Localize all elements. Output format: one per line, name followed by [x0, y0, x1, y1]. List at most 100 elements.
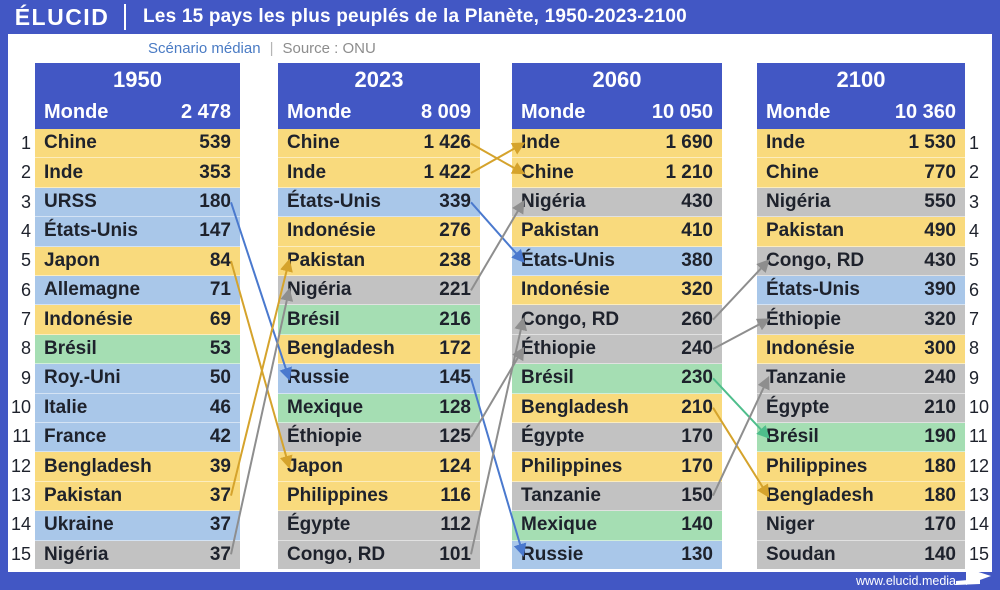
country-name: Brésil — [521, 367, 574, 389]
rank-number: 3 — [969, 191, 980, 212]
country-row: Inde 1 690 — [512, 129, 722, 159]
country-name: Chine — [44, 132, 97, 154]
country-name: Chine — [287, 132, 340, 154]
country-row: Inde 1 530 — [757, 129, 965, 159]
rank-number: 12 — [10, 455, 31, 476]
rank-number: 8 — [969, 338, 980, 359]
country-row: États-Unis 390 — [757, 276, 965, 306]
country-value: 180 — [924, 485, 956, 507]
country-value: 124 — [439, 455, 471, 477]
country-value: 1 422 — [423, 161, 471, 183]
rank-number: 7 — [20, 309, 31, 330]
country-value: 550 — [924, 191, 956, 213]
country-row: Chine 1 426 — [278, 129, 480, 159]
infographic-title: Les 15 pays les plus peuplés de la Planè… — [143, 6, 687, 27]
country-value: 147 — [199, 220, 231, 242]
country-value: 320 — [924, 308, 956, 330]
country-value: 180 — [199, 191, 231, 213]
country-row: États-Unis 339 — [278, 187, 480, 218]
country-name: Chine — [766, 161, 819, 183]
rank-number: 11 — [12, 426, 31, 447]
country-value: 1 210 — [665, 161, 713, 183]
country-name: Philippines — [521, 455, 623, 477]
bottom-bar — [0, 572, 1000, 590]
country-row: Tanzanie 240 — [757, 364, 965, 394]
country-name: Égypte — [287, 514, 351, 536]
country-row: Chine 1 210 — [512, 158, 722, 188]
country-name: Nigéria — [44, 543, 109, 565]
world-row: Monde 10 050 — [512, 96, 722, 129]
country-row: Tanzanie 150 — [512, 481, 722, 512]
country-value: 238 — [439, 249, 471, 271]
country-row: Japon 124 — [278, 452, 480, 482]
website-url: www.elucid.media — [855, 574, 956, 588]
world-row: Monde 10 360 — [757, 96, 965, 129]
country-value: 140 — [681, 514, 713, 536]
country-value: 140 — [924, 543, 956, 565]
year-table-2100: 2100 Monde 10 360 Inde 1 530 Chine 770 Nigéria 5… — [757, 63, 965, 570]
country-row: Pakistan 37 — [35, 481, 240, 512]
country-name: Philippines — [287, 485, 389, 507]
rank-number: 9 — [20, 367, 31, 388]
country-row: Nigéria 221 — [278, 276, 480, 306]
country-value: 339 — [439, 191, 471, 213]
country-value: 37 — [209, 543, 231, 565]
rank-number: 2 — [20, 162, 31, 183]
rank-number: 13 — [10, 485, 31, 506]
country-name: Bengladesh — [766, 485, 874, 507]
year-table-1950: 1950 Monde 2 478 Chine 539 Inde 353 URSS 180 État… — [35, 63, 240, 570]
country-row: Bengladesh 210 — [512, 393, 722, 424]
country-row: Ukraine 37 — [35, 511, 240, 541]
rank-number: 4 — [969, 221, 980, 242]
country-name: Japon — [44, 249, 100, 271]
country-row: États-Unis 380 — [512, 246, 722, 277]
country-row: Indonésie 300 — [757, 334, 965, 365]
country-name: Indonésie — [44, 308, 133, 330]
rank-column-right: 1 2 3 4 5 6 7 8 9 10 11 12 13 14 15 — [969, 129, 996, 569]
country-name: Nigéria — [766, 191, 831, 213]
country-name: États-Unis — [287, 191, 381, 213]
country-row: Congo, RD 430 — [757, 246, 965, 277]
country-name: Inde — [766, 132, 806, 154]
country-value: 276 — [439, 220, 471, 242]
rank-number: 15 — [10, 543, 31, 564]
country-name: Égypte — [766, 396, 830, 418]
rank-number: 10 — [10, 397, 31, 418]
country-row: Russie 130 — [512, 540, 722, 570]
country-value: 410 — [681, 220, 713, 242]
rank-column-left: 1 2 3 4 5 6 7 8 9 10 11 12 13 14 15 — [4, 129, 31, 569]
country-value: 39 — [209, 455, 231, 477]
country-row: Mexique 140 — [512, 511, 722, 541]
country-value: 1 530 — [908, 132, 956, 154]
rank-number: 14 — [10, 514, 31, 535]
country-row: URSS 180 — [35, 187, 240, 218]
country-value: 1 426 — [423, 132, 471, 154]
world-value: 10 050 — [651, 101, 713, 123]
country-row: Brésil 53 — [35, 334, 240, 365]
country-name: Roy.-Uni — [44, 367, 121, 389]
subtitle-bar: Scénario médian | Source : ONU — [148, 36, 376, 60]
country-name: Bengladesh — [521, 396, 629, 418]
country-value: 221 — [439, 279, 471, 301]
country-row: Égypte 112 — [278, 511, 480, 541]
country-value: 130 — [681, 543, 713, 565]
rank-number: 6 — [20, 279, 31, 300]
world-value: 8 009 — [420, 101, 471, 123]
country-value: 210 — [924, 396, 956, 418]
country-value: 112 — [440, 514, 471, 536]
country-name: Brésil — [287, 308, 340, 330]
country-row: Allemagne 71 — [35, 276, 240, 306]
country-row: Nigéria 430 — [512, 187, 722, 218]
country-row: Éthiopie 125 — [278, 423, 480, 453]
country-name: Nigéria — [287, 279, 352, 301]
country-row: Éthiopie 240 — [512, 334, 722, 365]
country-name: Ukraine — [44, 514, 114, 536]
country-value: 170 — [681, 455, 713, 477]
year-header: 1950 — [35, 63, 240, 96]
country-name: Niger — [766, 514, 815, 536]
world-value: 10 360 — [894, 101, 956, 123]
country-name: Inde — [44, 161, 84, 183]
country-row: Inde 1 422 — [278, 158, 480, 188]
country-row: Brésil 190 — [757, 423, 965, 453]
country-row: Mexique 128 — [278, 393, 480, 424]
